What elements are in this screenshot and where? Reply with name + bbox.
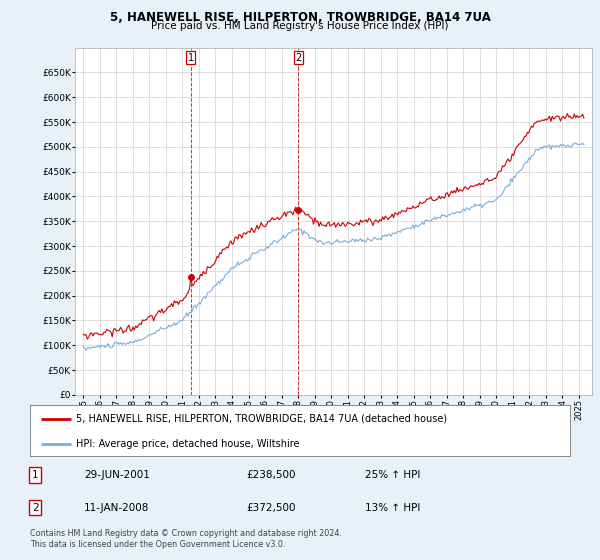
Text: Contains HM Land Registry data © Crown copyright and database right 2024.
This d: Contains HM Land Registry data © Crown c… xyxy=(30,529,342,549)
Text: £372,500: £372,500 xyxy=(246,503,296,513)
Text: 1: 1 xyxy=(32,470,39,480)
Text: 1: 1 xyxy=(188,53,194,63)
Text: 13% ↑ HPI: 13% ↑ HPI xyxy=(365,503,420,513)
Text: Price paid vs. HM Land Registry's House Price Index (HPI): Price paid vs. HM Land Registry's House … xyxy=(151,21,449,31)
Text: HPI: Average price, detached house, Wiltshire: HPI: Average price, detached house, Wilt… xyxy=(76,438,299,449)
Text: 2: 2 xyxy=(32,503,39,513)
Text: 29-JUN-2001: 29-JUN-2001 xyxy=(84,470,150,480)
Text: 5, HANEWELL RISE, HILPERTON, TROWBRIDGE, BA14 7UA: 5, HANEWELL RISE, HILPERTON, TROWBRIDGE,… xyxy=(110,11,490,24)
Text: 2: 2 xyxy=(295,53,302,63)
Text: 11-JAN-2008: 11-JAN-2008 xyxy=(84,503,149,513)
Text: 5, HANEWELL RISE, HILPERTON, TROWBRIDGE, BA14 7UA (detached house): 5, HANEWELL RISE, HILPERTON, TROWBRIDGE,… xyxy=(76,414,447,424)
Text: £238,500: £238,500 xyxy=(246,470,296,480)
Text: 25% ↑ HPI: 25% ↑ HPI xyxy=(365,470,420,480)
